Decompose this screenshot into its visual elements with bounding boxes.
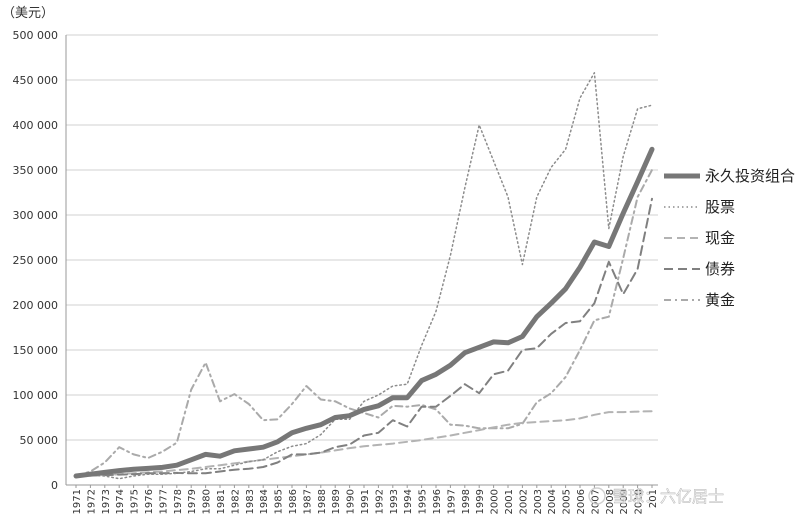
x-tick-label: 1995 bbox=[418, 489, 429, 514]
y-tick-label: 500 000 bbox=[13, 29, 59, 42]
x-tick-label: 2001 bbox=[504, 489, 515, 514]
y-tick-label: 100 000 bbox=[13, 389, 59, 402]
x-tick-label: 1971 bbox=[72, 489, 83, 514]
y-tick-label: 350 000 bbox=[13, 164, 59, 177]
x-tick-label: 1979 bbox=[187, 489, 198, 514]
y-tick-label: 50 000 bbox=[20, 434, 59, 447]
y-tick-label: 0 bbox=[51, 479, 58, 492]
x-tick-label: 1987 bbox=[302, 489, 313, 514]
x-tick-label: 2010 bbox=[634, 489, 645, 514]
x-tick-label: 1991 bbox=[360, 489, 371, 514]
x-tick-label: 2002 bbox=[518, 489, 529, 514]
series-line-1 bbox=[73, 146, 655, 479]
x-tick-label: 1973 bbox=[101, 489, 112, 514]
y-tick-label: 400 000 bbox=[13, 119, 59, 132]
legend-label: 股票 bbox=[705, 198, 735, 216]
y-tick-label: 250 000 bbox=[13, 254, 59, 267]
watermark-text: 雪球：六亿居士 bbox=[612, 487, 724, 506]
x-tick-label: 2005 bbox=[562, 489, 573, 514]
x-tick-label: 1998 bbox=[461, 489, 472, 514]
x-axis: 1971 1972 1973 1974 1975 1976 1977 1978 1979 1980… bbox=[72, 485, 659, 514]
x-tick-label: 1981 bbox=[216, 489, 227, 514]
series-lines bbox=[73, 72, 655, 480]
x-tick-label: 2009 bbox=[619, 489, 630, 514]
x-tick-label: 1994 bbox=[403, 489, 414, 514]
series-line-3 bbox=[75, 410, 653, 477]
x-tick-label: 2006 bbox=[576, 489, 587, 514]
x-tick-label: 2004 bbox=[547, 489, 558, 514]
legend-label: 黄金 bbox=[705, 291, 735, 309]
watermark-logo-icon bbox=[588, 487, 606, 505]
legend-label: 债券 bbox=[705, 260, 735, 278]
x-tick-label: 1983 bbox=[245, 489, 256, 514]
series-line-2 bbox=[75, 72, 653, 480]
x-tick-label: 1989 bbox=[331, 489, 342, 514]
x-tick-label: 1975 bbox=[130, 489, 141, 514]
legend-label: 现金 bbox=[705, 229, 735, 247]
y-tick-label: 200 000 bbox=[13, 299, 59, 312]
x-tick-label: 1978 bbox=[173, 489, 184, 514]
x-tick-label: 2000 bbox=[490, 489, 501, 514]
watermark: 雪球：六亿居士 bbox=[588, 487, 724, 506]
x-tick-label: 1990 bbox=[346, 489, 357, 514]
gridlines bbox=[66, 34, 658, 441]
x-tick-label: 1992 bbox=[374, 489, 385, 514]
x-tick-label: 1993 bbox=[389, 489, 400, 514]
y-axis-unit-label: （美元） bbox=[2, 6, 54, 21]
y-axis: 0 50 000 100 000 150 000 200 000 250 000 300 0… bbox=[13, 29, 59, 492]
legend-label: 永久投资组合 bbox=[705, 167, 795, 185]
x-tick-label: 1974 bbox=[115, 489, 126, 514]
x-tick-label: 201 bbox=[648, 489, 659, 508]
x-tick-label: 1980 bbox=[202, 489, 213, 514]
x-tick-label: 2003 bbox=[533, 489, 544, 514]
x-tick-label: 1986 bbox=[288, 489, 299, 514]
x-tick-label: 1999 bbox=[475, 489, 486, 514]
x-tick-label: 1972 bbox=[86, 489, 97, 514]
x-tick-label: 1985 bbox=[274, 489, 285, 514]
y-tick-label: 150 000 bbox=[13, 344, 59, 357]
x-tick-label: 1997 bbox=[446, 489, 457, 514]
x-tick-label: 1988 bbox=[317, 489, 328, 514]
x-tick-label: 1996 bbox=[432, 489, 443, 514]
x-tick-label: 1984 bbox=[259, 489, 270, 514]
x-tick-label: 2008 bbox=[605, 489, 616, 514]
y-tick-label: 450 000 bbox=[13, 74, 59, 87]
x-tick-label: 1977 bbox=[158, 489, 169, 514]
x-tick-label: 1976 bbox=[144, 489, 155, 514]
x-tick-label: 1982 bbox=[230, 489, 241, 514]
x-tick-label: 2007 bbox=[590, 489, 601, 514]
y-tick-label: 300 000 bbox=[13, 209, 59, 222]
series-line-4 bbox=[75, 197, 653, 477]
